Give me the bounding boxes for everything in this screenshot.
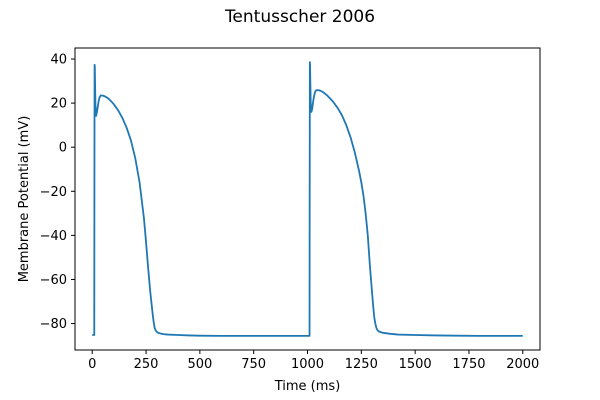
y-tick-label: 40 [50, 53, 67, 68]
x-tick-label: 500 [187, 357, 212, 372]
y-axis: −80 −60 −40 −20 0 20 40 [40, 53, 75, 332]
y-tick-label: −20 [40, 185, 67, 200]
chart-title: Tentusscher 2006 [224, 7, 375, 27]
x-tick-label: 1500 [399, 357, 432, 372]
x-tick-label: 750 [241, 357, 266, 372]
x-tick-label: 2000 [506, 357, 539, 372]
plot-area [92, 61, 523, 337]
y-tick-label: −40 [40, 229, 67, 244]
y-tick-label: 20 [50, 97, 67, 112]
x-tick-label: 1750 [452, 357, 485, 372]
x-tick-label: 250 [134, 357, 159, 372]
x-tick-label: 1250 [345, 357, 378, 372]
y-axis-label: Membrane Potential (mV) [17, 116, 32, 283]
x-axis: 0 250 500 750 1000 1250 1500 1750 2000 [88, 350, 539, 372]
x-tick-label: 0 [88, 357, 96, 372]
series-line [92, 61, 523, 337]
x-tick-label: 1000 [291, 357, 324, 372]
y-tick-label: −80 [40, 317, 67, 332]
y-tick-label: −60 [40, 273, 67, 288]
y-tick-label: 0 [59, 141, 67, 156]
x-axis-label: Time (ms) [274, 379, 341, 394]
